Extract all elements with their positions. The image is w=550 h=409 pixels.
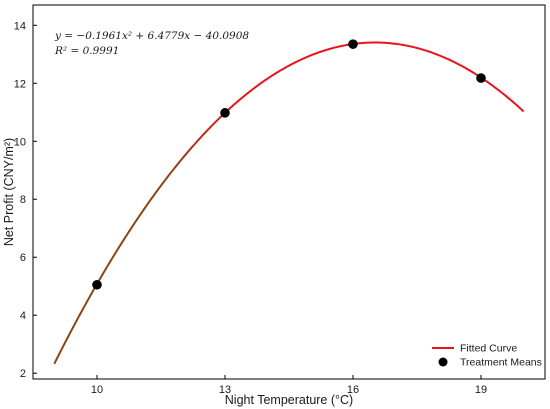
y-tick-label: 8 bbox=[20, 194, 26, 206]
fit-r-squared: R² = 0.9991 bbox=[54, 45, 119, 57]
x-tick-label: 10 bbox=[91, 384, 103, 396]
y-axis-label: Net Profit (CNY/m²) bbox=[2, 138, 16, 246]
plot-area bbox=[32, 4, 546, 380]
y-tick-label: 6 bbox=[20, 252, 26, 264]
treatment-mean-point bbox=[348, 39, 358, 49]
treatment-means-points bbox=[92, 39, 486, 290]
x-axis-label: Night Temperature (°C) bbox=[225, 393, 353, 407]
y-tick-label: 4 bbox=[20, 310, 26, 322]
legend-fitted-curve-label: Fitted Curve bbox=[460, 343, 517, 355]
treatment-mean-point bbox=[220, 108, 230, 118]
y-tick-label: 12 bbox=[14, 78, 26, 90]
axis-ticks: 10 13 16 19 2 4 6 8 10 12 14 bbox=[14, 20, 487, 396]
fit-equation: y = −0.1961x² + 6.4779x − 40.0908 bbox=[54, 30, 249, 42]
treatment-mean-point bbox=[476, 73, 486, 83]
x-tick-label: 13 bbox=[219, 384, 231, 396]
legend-treatment-means-swatch bbox=[438, 357, 448, 367]
treatment-mean-point bbox=[92, 279, 102, 290]
legend: Fitted Curve Treatment Means bbox=[432, 343, 542, 369]
x-tick-label: 16 bbox=[347, 384, 359, 396]
y-tick-label: 14 bbox=[14, 20, 26, 32]
y-tick-label: 2 bbox=[20, 368, 26, 380]
fitted-curve-line bbox=[53, 41, 525, 365]
x-tick-label: 19 bbox=[475, 384, 487, 396]
y-tick-label: 10 bbox=[14, 136, 26, 148]
legend-treatment-means-label: Treatment Means bbox=[460, 357, 542, 369]
